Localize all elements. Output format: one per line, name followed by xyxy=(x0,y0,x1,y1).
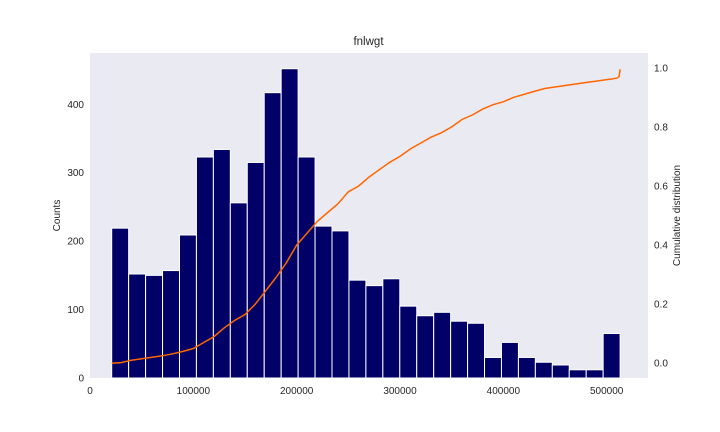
histogram-bar xyxy=(517,356,536,379)
histogram-bar xyxy=(280,68,299,379)
x-tick-label: 500000 xyxy=(590,386,624,397)
histogram-bar xyxy=(467,322,486,379)
y-tick-label: 300 xyxy=(67,168,84,179)
histogram-bar xyxy=(433,311,452,379)
histogram-bar xyxy=(145,274,164,379)
histogram-bar xyxy=(212,148,231,379)
histogram-bar xyxy=(162,270,180,379)
y-tick-label: 400 xyxy=(67,100,84,111)
chart-title: fnlwgt xyxy=(353,36,384,48)
histogram-bar xyxy=(128,273,147,379)
y-axis-left: 0 100 200 300 400 xyxy=(67,100,84,385)
y2-tick-label: 0.4 xyxy=(654,241,668,252)
histogram-bar xyxy=(178,234,197,379)
histogram-bar xyxy=(229,202,248,379)
x-tick-label: 100000 xyxy=(177,386,211,397)
histogram-bar xyxy=(111,227,130,379)
y-tick-label: 0 xyxy=(78,374,84,385)
y2-tick-label: 1.0 xyxy=(654,63,668,74)
x-tick-label: 400000 xyxy=(487,386,521,397)
x-tick-label: 0 xyxy=(87,386,93,397)
y2-tick-label: 0.2 xyxy=(654,300,668,311)
y2-tick-label: 0.6 xyxy=(654,181,668,192)
histogram-bar xyxy=(484,356,502,379)
histogram-bar xyxy=(314,225,333,379)
histogram-bar xyxy=(568,369,587,379)
histogram-bar xyxy=(382,278,401,379)
y2-tick-label: 0.0 xyxy=(654,359,668,370)
histogram-bar xyxy=(348,279,367,379)
x-tick-label: 200000 xyxy=(280,386,314,397)
y-axis-label: Counts xyxy=(52,200,63,232)
histogram-bar xyxy=(551,364,570,379)
histogram-bar xyxy=(399,305,418,379)
x-axis: 0 100000 200000 300000 400000 500000 xyxy=(87,386,624,397)
histogram-bars xyxy=(111,68,621,379)
histogram-bar xyxy=(246,161,265,379)
y-tick-label: 200 xyxy=(67,237,84,248)
histogram-bar xyxy=(365,285,384,379)
histogram-bar xyxy=(450,320,469,379)
histogram-bar xyxy=(331,230,350,379)
histogram-bar xyxy=(585,369,604,379)
y2-axis-label: Cumulative distribution xyxy=(672,165,683,266)
y-axis-right: 0.0 0.2 0.4 0.6 0.8 1.0 xyxy=(654,63,668,369)
histogram-bar xyxy=(263,92,282,379)
cumulative-distribution-line xyxy=(111,69,621,364)
histogram-bar xyxy=(602,333,621,379)
histogram-bar xyxy=(416,315,435,379)
y-tick-label: 100 xyxy=(67,305,84,316)
x-tick-label: 300000 xyxy=(383,386,417,397)
histogram-bar xyxy=(297,156,316,379)
histogram-bar xyxy=(534,361,553,379)
y2-tick-label: 0.8 xyxy=(654,122,668,133)
histogram-bar xyxy=(500,341,519,379)
